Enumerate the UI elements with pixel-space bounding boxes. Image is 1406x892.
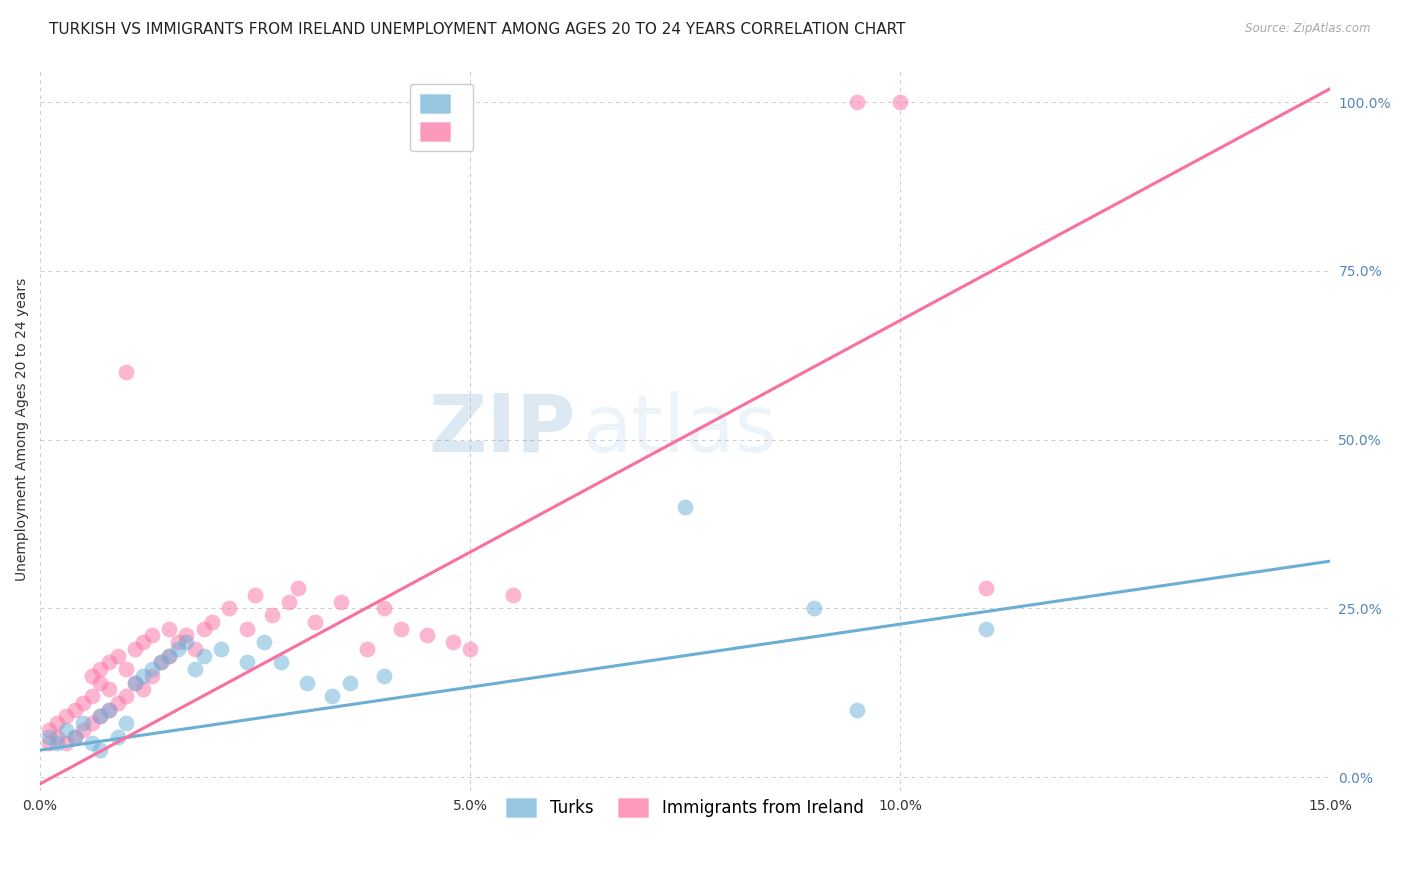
Point [46, 736, 69, 750]
Point [63, 703, 86, 717]
Text: Source: ZipAtlas.com: Source: ZipAtlas.com [1246, 22, 1371, 36]
Point [201, 615, 224, 629]
Point [846, 95, 869, 110]
Point [166, 635, 188, 649]
Point [166, 641, 188, 656]
Point [243, 588, 266, 602]
Y-axis label: Unemployment Among Ages 20 to 24 years: Unemployment Among Ages 20 to 24 years [15, 278, 30, 582]
Point [270, 656, 292, 670]
Point [373, 669, 395, 683]
Point [287, 581, 309, 595]
Point [262, 608, 284, 623]
Point [124, 675, 146, 690]
Point [416, 628, 439, 642]
Point [889, 95, 911, 110]
Point [115, 716, 138, 731]
Point [184, 641, 207, 656]
Point [115, 662, 138, 676]
Point [46, 716, 69, 731]
Point [46, 730, 69, 744]
Point [209, 641, 232, 656]
Text: atlas: atlas [582, 391, 776, 468]
Point [176, 628, 198, 642]
Point [157, 622, 180, 636]
Point [321, 689, 343, 703]
Point [673, 500, 696, 515]
Point [63, 730, 86, 744]
Point [235, 622, 257, 636]
Point [149, 656, 172, 670]
Point [803, 601, 825, 615]
Point [441, 635, 464, 649]
Point [80, 689, 103, 703]
Point [157, 648, 180, 663]
Point [72, 716, 94, 731]
Point [107, 730, 129, 744]
Point [124, 675, 146, 690]
Point [149, 656, 172, 670]
Point [97, 703, 120, 717]
Point [278, 594, 301, 608]
Point [115, 365, 138, 379]
Point [141, 662, 163, 676]
Point [132, 669, 155, 683]
Text: ZIP: ZIP [429, 391, 575, 468]
Point [184, 662, 207, 676]
Point [97, 682, 120, 697]
Legend: Turks, Immigrants from Ireland: Turks, Immigrants from Ireland [498, 789, 872, 826]
Point [72, 696, 94, 710]
Point [157, 648, 180, 663]
Point [193, 648, 215, 663]
Point [458, 641, 481, 656]
Point [193, 622, 215, 636]
Point [218, 601, 240, 615]
Point [502, 588, 524, 602]
Point [89, 709, 111, 723]
Point [63, 730, 86, 744]
Text: TURKISH VS IMMIGRANTS FROM IRELAND UNEMPLOYMENT AMONG AGES 20 TO 24 YEARS CORREL: TURKISH VS IMMIGRANTS FROM IRELAND UNEMP… [49, 22, 905, 37]
Point [55, 709, 77, 723]
Point [89, 675, 111, 690]
Point [89, 662, 111, 676]
Point [97, 703, 120, 717]
Point [72, 723, 94, 737]
Point [80, 736, 103, 750]
Point [330, 594, 353, 608]
Point [38, 723, 60, 737]
Point [356, 641, 378, 656]
Point [141, 669, 163, 683]
Point [304, 615, 326, 629]
Point [89, 709, 111, 723]
Point [141, 628, 163, 642]
Point [97, 656, 120, 670]
Point [115, 689, 138, 703]
Point [389, 622, 412, 636]
Point [80, 669, 103, 683]
Point [253, 635, 276, 649]
Point [974, 581, 997, 595]
Point [846, 703, 869, 717]
Point [176, 635, 198, 649]
Point [974, 622, 997, 636]
Point [107, 648, 129, 663]
Point [80, 716, 103, 731]
Point [55, 723, 77, 737]
Point [38, 736, 60, 750]
Point [89, 743, 111, 757]
Point [295, 675, 318, 690]
Point [124, 641, 146, 656]
Point [38, 730, 60, 744]
Point [235, 656, 257, 670]
Point [107, 696, 129, 710]
Point [132, 635, 155, 649]
Point [339, 675, 361, 690]
Point [373, 601, 395, 615]
Point [132, 682, 155, 697]
Point [55, 736, 77, 750]
